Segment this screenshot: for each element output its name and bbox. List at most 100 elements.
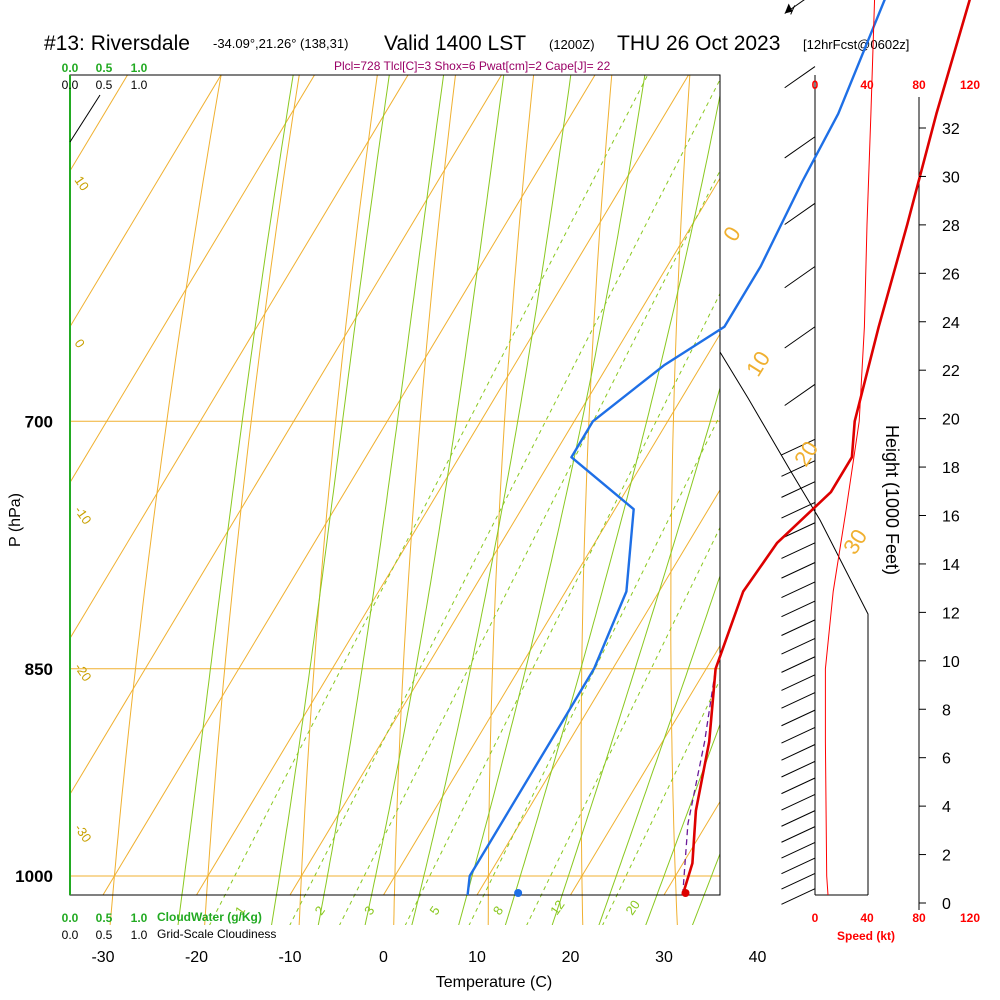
wind-barb [784, 66, 816, 89]
wind-barb [781, 674, 816, 691]
wind-barb [781, 873, 816, 890]
moist-adiabat-line [271, 75, 390, 925]
speed-tick-top: 120 [960, 78, 980, 92]
mixing-ratio-line [339, 169, 720, 925]
isotherm-line [70, 75, 128, 172]
valid-time: Valid 1400 LST [384, 32, 526, 55]
isotherm-line [663, 800, 720, 896]
wind-barb [781, 600, 816, 618]
wind-barb [781, 460, 816, 477]
mixing-ratio-label: 5 [426, 903, 442, 918]
cloudiness-label: Grid-Scale Cloudiness [157, 927, 276, 941]
moist-adiabat-line [364, 75, 505, 925]
isotherm-line [851, 75, 1000, 895]
x-tick-label: -20 [185, 949, 208, 966]
dry-adiabat-line [393, 75, 456, 925]
wind-barb [781, 726, 816, 744]
wind-barb-flag [784, 3, 793, 14]
cloud-water-tick-top: 0.0 [62, 61, 79, 75]
moist-adiabat-line [411, 75, 572, 925]
dry-adiabat-label: -10 [72, 503, 95, 527]
dry-adiabat-line [580, 75, 613, 925]
wind-barb [781, 522, 816, 539]
isotherm-line [945, 75, 1000, 895]
pressure-tick-label: 850 [25, 660, 53, 679]
x-axis-label: Temperature (C) [436, 974, 552, 991]
dry-adiabat-line [298, 75, 378, 925]
x-tick-label: 30 [655, 949, 673, 966]
station-title: #13: Riversdale [44, 32, 190, 55]
dry-adiabat-label: -20 [72, 660, 95, 684]
valid-utc: (1200Z) [549, 37, 595, 52]
height-tick-label: 0 [942, 896, 951, 913]
dry-adiabat-line [670, 75, 691, 925]
mixing-ratio-label: 20 [622, 897, 643, 917]
wind-barb [784, 202, 816, 225]
wind-barbs [781, 0, 816, 905]
mixing-ratio-label: 12 [547, 897, 568, 917]
dry-adiabat-line [923, 0, 1000, 926]
wind-barb [784, 326, 816, 349]
mixing-ratio-label: 8 [490, 903, 506, 918]
speed-axis-label: Speed (kt) [837, 929, 895, 943]
cloud-water-tick-bottom: 0.5 [96, 911, 113, 925]
dry-adiabat-line [109, 75, 222, 925]
dry-adiabat-label: -30 [72, 821, 95, 845]
isotherm-line [476, 489, 720, 896]
isotherm-line [570, 644, 720, 896]
profile-lines [466, 0, 972, 897]
x-tick-label: 40 [749, 949, 767, 966]
isotherm-line [70, 75, 502, 796]
wind-barb [781, 581, 816, 599]
speed-tick-top: 0 [812, 78, 819, 92]
isotherm-line [289, 177, 720, 896]
surface-temperature-dot [681, 889, 690, 897]
wind-barb-feather [790, 5, 796, 15]
x-tick-label: 20 [562, 949, 580, 966]
moist-adiabat-line [177, 75, 294, 925]
wind-barb [781, 709, 816, 727]
pressure-tick-label: 500 [25, 0, 53, 2]
wind-barb [781, 744, 816, 761]
wind-barb [781, 692, 816, 709]
wind-barb [781, 501, 816, 519]
speed-tick-bottom: 80 [912, 911, 926, 925]
wind-barb [781, 481, 816, 498]
mixing-ratio-lines [209, 75, 720, 925]
speed-tick-bottom: 40 [860, 911, 874, 925]
cloud-water-tick-bottom: 1.0 [131, 911, 148, 925]
isotherm-label: 10 [741, 347, 775, 381]
cloudiness-tick-bottom: 0.5 [96, 928, 113, 942]
forecast-info: [12hrFcst@0602z] [803, 37, 909, 52]
moist-adiabat-line [551, 386, 720, 925]
dry-adiabat-line [487, 75, 535, 925]
wind-barb [781, 438, 816, 456]
height-tick-label: 28 [942, 218, 960, 235]
cloudiness-tick-top: 0.5 [96, 78, 113, 92]
speed-tick-top: 80 [912, 78, 926, 92]
isotherm-line [383, 333, 720, 896]
height-tick-label: 12 [942, 605, 960, 622]
speed-tick-top: 40 [860, 78, 874, 92]
wind-barb [781, 841, 816, 859]
speed-tick-bottom: 0 [812, 911, 819, 925]
height-tick-label: 6 [942, 751, 951, 768]
height-axis-label: Height (1000 Feet) [882, 425, 902, 575]
wind-barb [781, 562, 816, 579]
wind-barb [781, 810, 816, 827]
wind-panel-boundary [719, 351, 869, 895]
wind-barb [781, 826, 816, 843]
isotherm-line [196, 75, 689, 896]
cloudiness-profile [69, 94, 101, 143]
cloudiness-tick-bottom: 1.0 [131, 928, 148, 942]
wind-barb [784, 266, 816, 289]
cloud-water-label: CloudWater (g/Kg) [157, 910, 262, 924]
moist-adiabat-line [598, 574, 720, 925]
wind-barb [781, 637, 816, 655]
mixing-ratio-line [404, 292, 720, 925]
wind-barb [781, 656, 816, 673]
isotherm-line [102, 75, 596, 896]
valid-date: THU 26 Oct 2023 [617, 32, 780, 55]
moist-adiabat-line [645, 722, 720, 925]
